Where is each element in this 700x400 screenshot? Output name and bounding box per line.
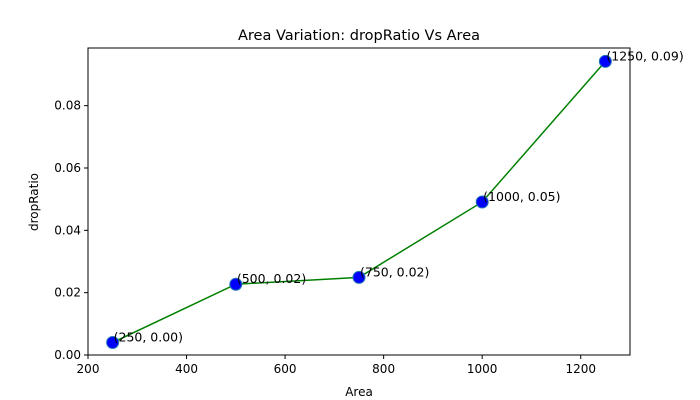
data-point — [598, 54, 612, 68]
x-axis-label: Area — [345, 385, 373, 399]
data-label: (750, 0.02) — [360, 264, 429, 279]
data-point — [475, 195, 489, 209]
data-point — [229, 277, 243, 291]
x-tick-label: 800 — [372, 362, 395, 376]
y-tick-label: 0.02 — [54, 286, 81, 300]
y-tick-label: 0.08 — [54, 99, 81, 113]
chart-title: Area Variation: dropRatio Vs Area — [238, 28, 480, 44]
data-point — [106, 336, 120, 350]
y-tick-label: 0.04 — [54, 223, 81, 237]
data-label: (500, 0.02) — [237, 271, 306, 286]
data-label: (250, 0.00) — [114, 330, 183, 345]
y-tick-label: 0.00 — [54, 348, 81, 362]
x-tick-label: 200 — [77, 362, 100, 376]
y-tick-label: 0.06 — [54, 161, 81, 175]
x-tick-label: 1200 — [565, 362, 596, 376]
data-label: (1000, 0.05) — [483, 189, 560, 204]
x-tick-label: 400 — [175, 362, 198, 376]
y-axis-label: dropRatio — [27, 173, 41, 231]
x-tick-label: 600 — [274, 362, 297, 376]
plot-frame — [87, 47, 631, 356]
data-point — [352, 270, 366, 284]
x-tick-label: 1000 — [467, 362, 498, 376]
data-label: (1250, 0.09) — [606, 48, 683, 63]
plot-area: 200 400 600 800 1000 1200 0.00 0.02 0.04 0.06 0.08… — [54, 47, 684, 376]
